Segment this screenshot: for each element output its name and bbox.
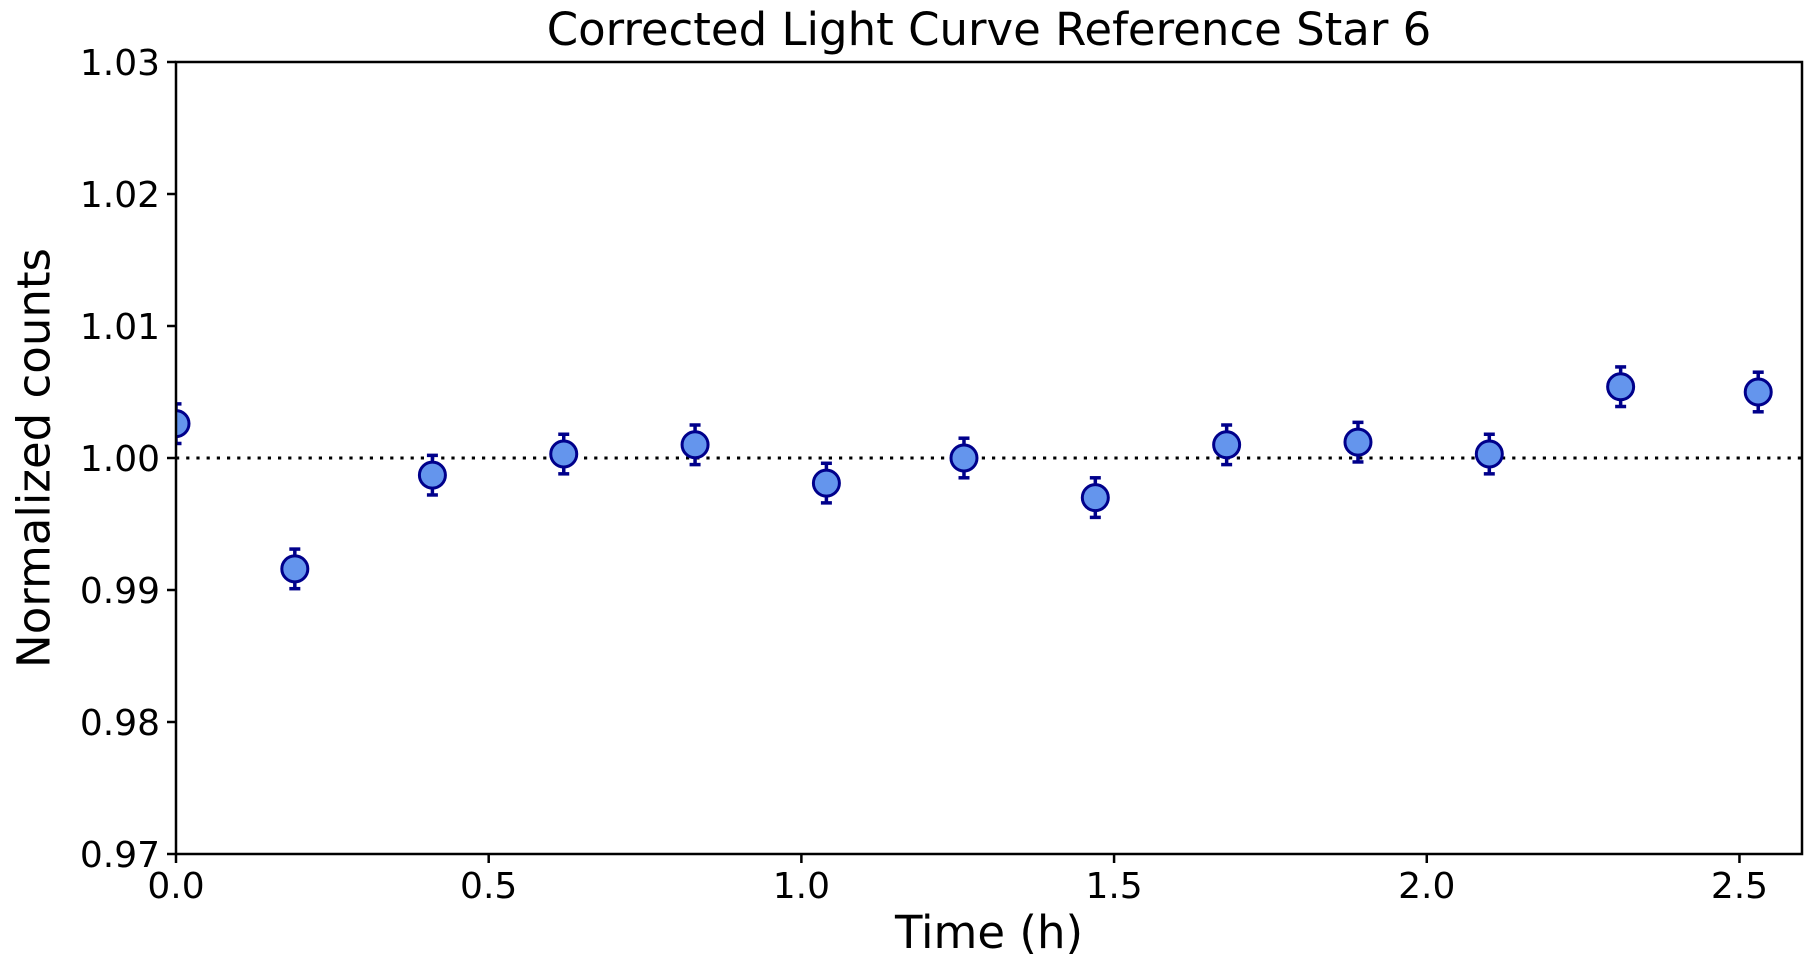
data-point xyxy=(549,439,579,469)
plot-contents xyxy=(176,365,1802,591)
data-point xyxy=(1606,372,1636,402)
x-tick-label: 2.5 xyxy=(1711,866,1768,907)
data-point xyxy=(949,443,979,473)
x-tick-label: 0.5 xyxy=(460,866,517,907)
x-tick-label: 1.0 xyxy=(773,866,830,907)
data-point xyxy=(1080,483,1110,513)
data-point xyxy=(1743,377,1773,407)
y-tick-label: 1.02 xyxy=(80,175,160,216)
data-point xyxy=(1343,427,1373,457)
data-point xyxy=(280,554,310,584)
y-tick-label: 1.00 xyxy=(80,439,160,480)
chart-title: Corrected Light Curve Reference Star 6 xyxy=(546,3,1432,56)
y-tick-label: 0.98 xyxy=(80,703,160,744)
data-point xyxy=(417,460,447,490)
y-tick-label: 0.97 xyxy=(80,835,160,876)
y-tick-label: 0.99 xyxy=(80,571,160,612)
y-tick-label: 1.03 xyxy=(80,43,160,84)
data-point xyxy=(1212,430,1242,460)
error-bar xyxy=(176,402,182,446)
y-tick-label: 1.01 xyxy=(80,307,160,348)
data-point xyxy=(680,430,710,460)
x-tick-label: 1.5 xyxy=(1085,866,1142,907)
x-tick-label: 2.0 xyxy=(1398,866,1455,907)
data-point xyxy=(811,468,841,498)
data-point xyxy=(176,409,191,439)
x-axis-label: Time (h) xyxy=(894,906,1084,959)
x-tick-label: 0.0 xyxy=(147,866,204,907)
data-point xyxy=(1474,439,1504,469)
axes-frame xyxy=(174,60,1804,856)
